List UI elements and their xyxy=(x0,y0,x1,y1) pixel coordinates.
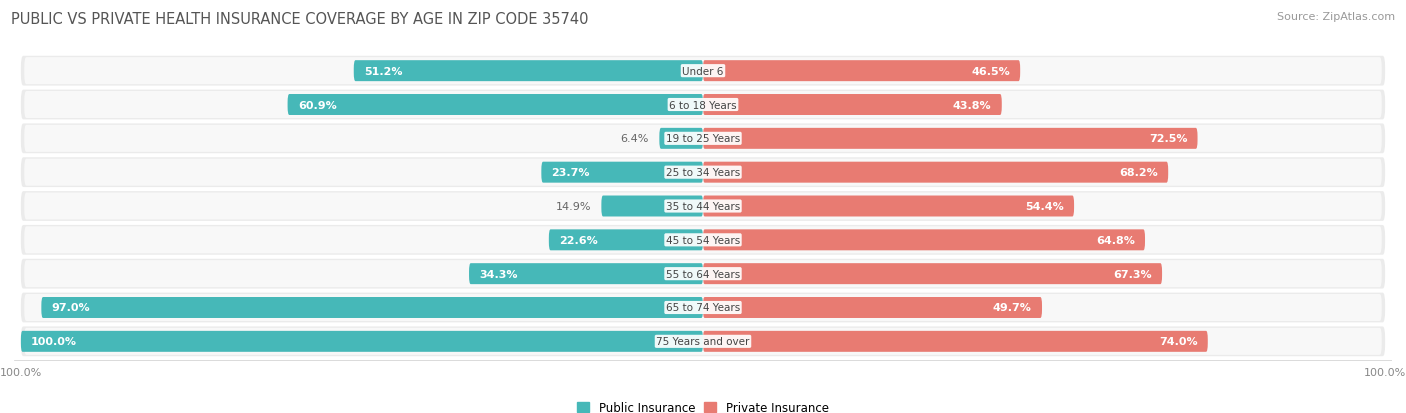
Text: 49.7%: 49.7% xyxy=(993,303,1032,313)
FancyBboxPatch shape xyxy=(21,192,1385,221)
FancyBboxPatch shape xyxy=(703,196,1074,217)
FancyBboxPatch shape xyxy=(703,162,1168,183)
Text: 45 to 54 Years: 45 to 54 Years xyxy=(666,235,740,245)
FancyBboxPatch shape xyxy=(703,331,1208,352)
FancyBboxPatch shape xyxy=(21,293,1385,323)
FancyBboxPatch shape xyxy=(24,227,1382,254)
Text: 51.2%: 51.2% xyxy=(364,66,402,76)
FancyBboxPatch shape xyxy=(703,297,1042,318)
Text: Under 6: Under 6 xyxy=(682,66,724,76)
Text: 14.9%: 14.9% xyxy=(555,202,591,211)
FancyBboxPatch shape xyxy=(288,95,703,116)
Text: 60.9%: 60.9% xyxy=(298,100,336,110)
FancyBboxPatch shape xyxy=(24,126,1382,152)
FancyBboxPatch shape xyxy=(21,57,1385,86)
Text: 35 to 44 Years: 35 to 44 Years xyxy=(666,202,740,211)
FancyBboxPatch shape xyxy=(21,327,1385,356)
FancyBboxPatch shape xyxy=(470,263,703,285)
Legend: Public Insurance, Private Insurance: Public Insurance, Private Insurance xyxy=(578,401,828,413)
Text: 67.3%: 67.3% xyxy=(1114,269,1152,279)
Text: 46.5%: 46.5% xyxy=(972,66,1010,76)
Text: 54.4%: 54.4% xyxy=(1025,202,1064,211)
Text: 43.8%: 43.8% xyxy=(953,100,991,110)
Text: Source: ZipAtlas.com: Source: ZipAtlas.com xyxy=(1277,12,1395,22)
Text: 34.3%: 34.3% xyxy=(479,269,517,279)
Text: 75 Years and over: 75 Years and over xyxy=(657,337,749,347)
Text: 68.2%: 68.2% xyxy=(1119,168,1159,178)
Text: 23.7%: 23.7% xyxy=(551,168,591,178)
Text: 25 to 34 Years: 25 to 34 Years xyxy=(666,168,740,178)
FancyBboxPatch shape xyxy=(24,261,1382,287)
FancyBboxPatch shape xyxy=(21,225,1385,255)
FancyBboxPatch shape xyxy=(703,230,1144,251)
Text: 65 to 74 Years: 65 to 74 Years xyxy=(666,303,740,313)
FancyBboxPatch shape xyxy=(548,230,703,251)
FancyBboxPatch shape xyxy=(24,58,1382,85)
Text: 100.0%: 100.0% xyxy=(31,337,77,347)
FancyBboxPatch shape xyxy=(21,259,1385,289)
FancyBboxPatch shape xyxy=(21,158,1385,188)
Text: 74.0%: 74.0% xyxy=(1159,337,1198,347)
FancyBboxPatch shape xyxy=(703,95,1001,116)
FancyBboxPatch shape xyxy=(703,61,1021,82)
FancyBboxPatch shape xyxy=(703,128,1198,150)
FancyBboxPatch shape xyxy=(703,263,1163,285)
Text: 72.5%: 72.5% xyxy=(1149,134,1187,144)
Text: PUBLIC VS PRIVATE HEALTH INSURANCE COVERAGE BY AGE IN ZIP CODE 35740: PUBLIC VS PRIVATE HEALTH INSURANCE COVER… xyxy=(11,12,589,27)
FancyBboxPatch shape xyxy=(41,297,703,318)
FancyBboxPatch shape xyxy=(24,92,1382,119)
Text: 6 to 18 Years: 6 to 18 Years xyxy=(669,100,737,110)
FancyBboxPatch shape xyxy=(541,162,703,183)
FancyBboxPatch shape xyxy=(24,193,1382,220)
FancyBboxPatch shape xyxy=(24,294,1382,321)
Text: 64.8%: 64.8% xyxy=(1095,235,1135,245)
Text: 55 to 64 Years: 55 to 64 Years xyxy=(666,269,740,279)
Text: 22.6%: 22.6% xyxy=(560,235,598,245)
FancyBboxPatch shape xyxy=(354,61,703,82)
FancyBboxPatch shape xyxy=(21,331,703,352)
FancyBboxPatch shape xyxy=(24,328,1382,355)
FancyBboxPatch shape xyxy=(21,90,1385,120)
Text: 97.0%: 97.0% xyxy=(52,303,90,313)
FancyBboxPatch shape xyxy=(24,159,1382,186)
Text: 6.4%: 6.4% xyxy=(620,134,650,144)
FancyBboxPatch shape xyxy=(602,196,703,217)
FancyBboxPatch shape xyxy=(21,124,1385,154)
Text: 19 to 25 Years: 19 to 25 Years xyxy=(666,134,740,144)
FancyBboxPatch shape xyxy=(659,128,703,150)
